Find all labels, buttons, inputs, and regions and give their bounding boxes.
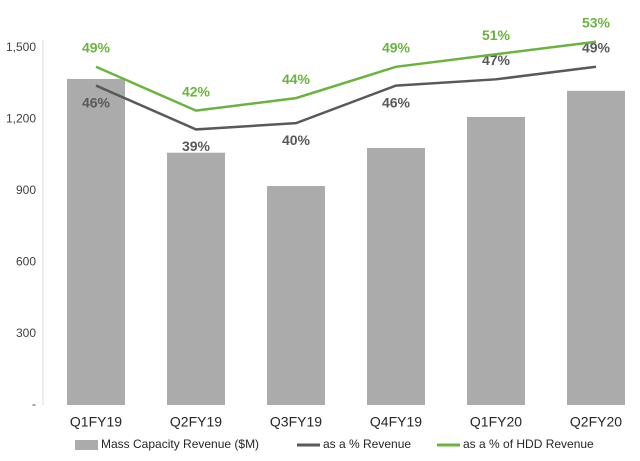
y-tick-label: 1,500 bbox=[6, 40, 36, 54]
bar bbox=[567, 90, 625, 405]
bar bbox=[367, 147, 425, 405]
bar bbox=[67, 78, 125, 405]
bar bbox=[267, 186, 325, 405]
x-tick-label: Q2FY20 bbox=[570, 414, 622, 430]
line bbox=[95, 40, 597, 112]
y-tick-label: 900 bbox=[16, 183, 36, 197]
data-label: 39% bbox=[182, 138, 211, 154]
x-tick-label: Q1FY19 bbox=[70, 414, 122, 430]
data-label: 42% bbox=[182, 83, 211, 99]
line bbox=[95, 65, 597, 131]
data-label: 49% bbox=[382, 39, 411, 55]
bar bbox=[467, 117, 525, 406]
data-label: 46% bbox=[382, 94, 411, 110]
data-label: 44% bbox=[282, 71, 311, 87]
data-label: 53% bbox=[582, 14, 611, 30]
legend-swatch bbox=[75, 440, 98, 450]
data-label: 46% bbox=[82, 94, 111, 110]
legend-label: as a % Revenue bbox=[323, 437, 411, 451]
x-tick-label: Q2FY19 bbox=[170, 414, 222, 430]
data-label: 40% bbox=[282, 132, 311, 148]
legend-label: Mass Capacity Revenue ($M) bbox=[101, 437, 259, 451]
bar bbox=[167, 152, 225, 405]
data-label: 49% bbox=[82, 39, 111, 55]
x-tick-label: Q4FY19 bbox=[370, 414, 422, 430]
y-tick-label: 600 bbox=[16, 254, 36, 268]
y-tick-label: - bbox=[32, 397, 36, 411]
x-tick-label: Q3FY19 bbox=[270, 414, 322, 430]
y-tick-label: 300 bbox=[16, 326, 36, 340]
x-tick-label: Q1FY20 bbox=[470, 414, 522, 430]
y-tick-label: 1,200 bbox=[6, 112, 36, 126]
legend-label: as a % of HDD Revenue bbox=[463, 437, 594, 451]
data-label: 51% bbox=[482, 27, 511, 43]
